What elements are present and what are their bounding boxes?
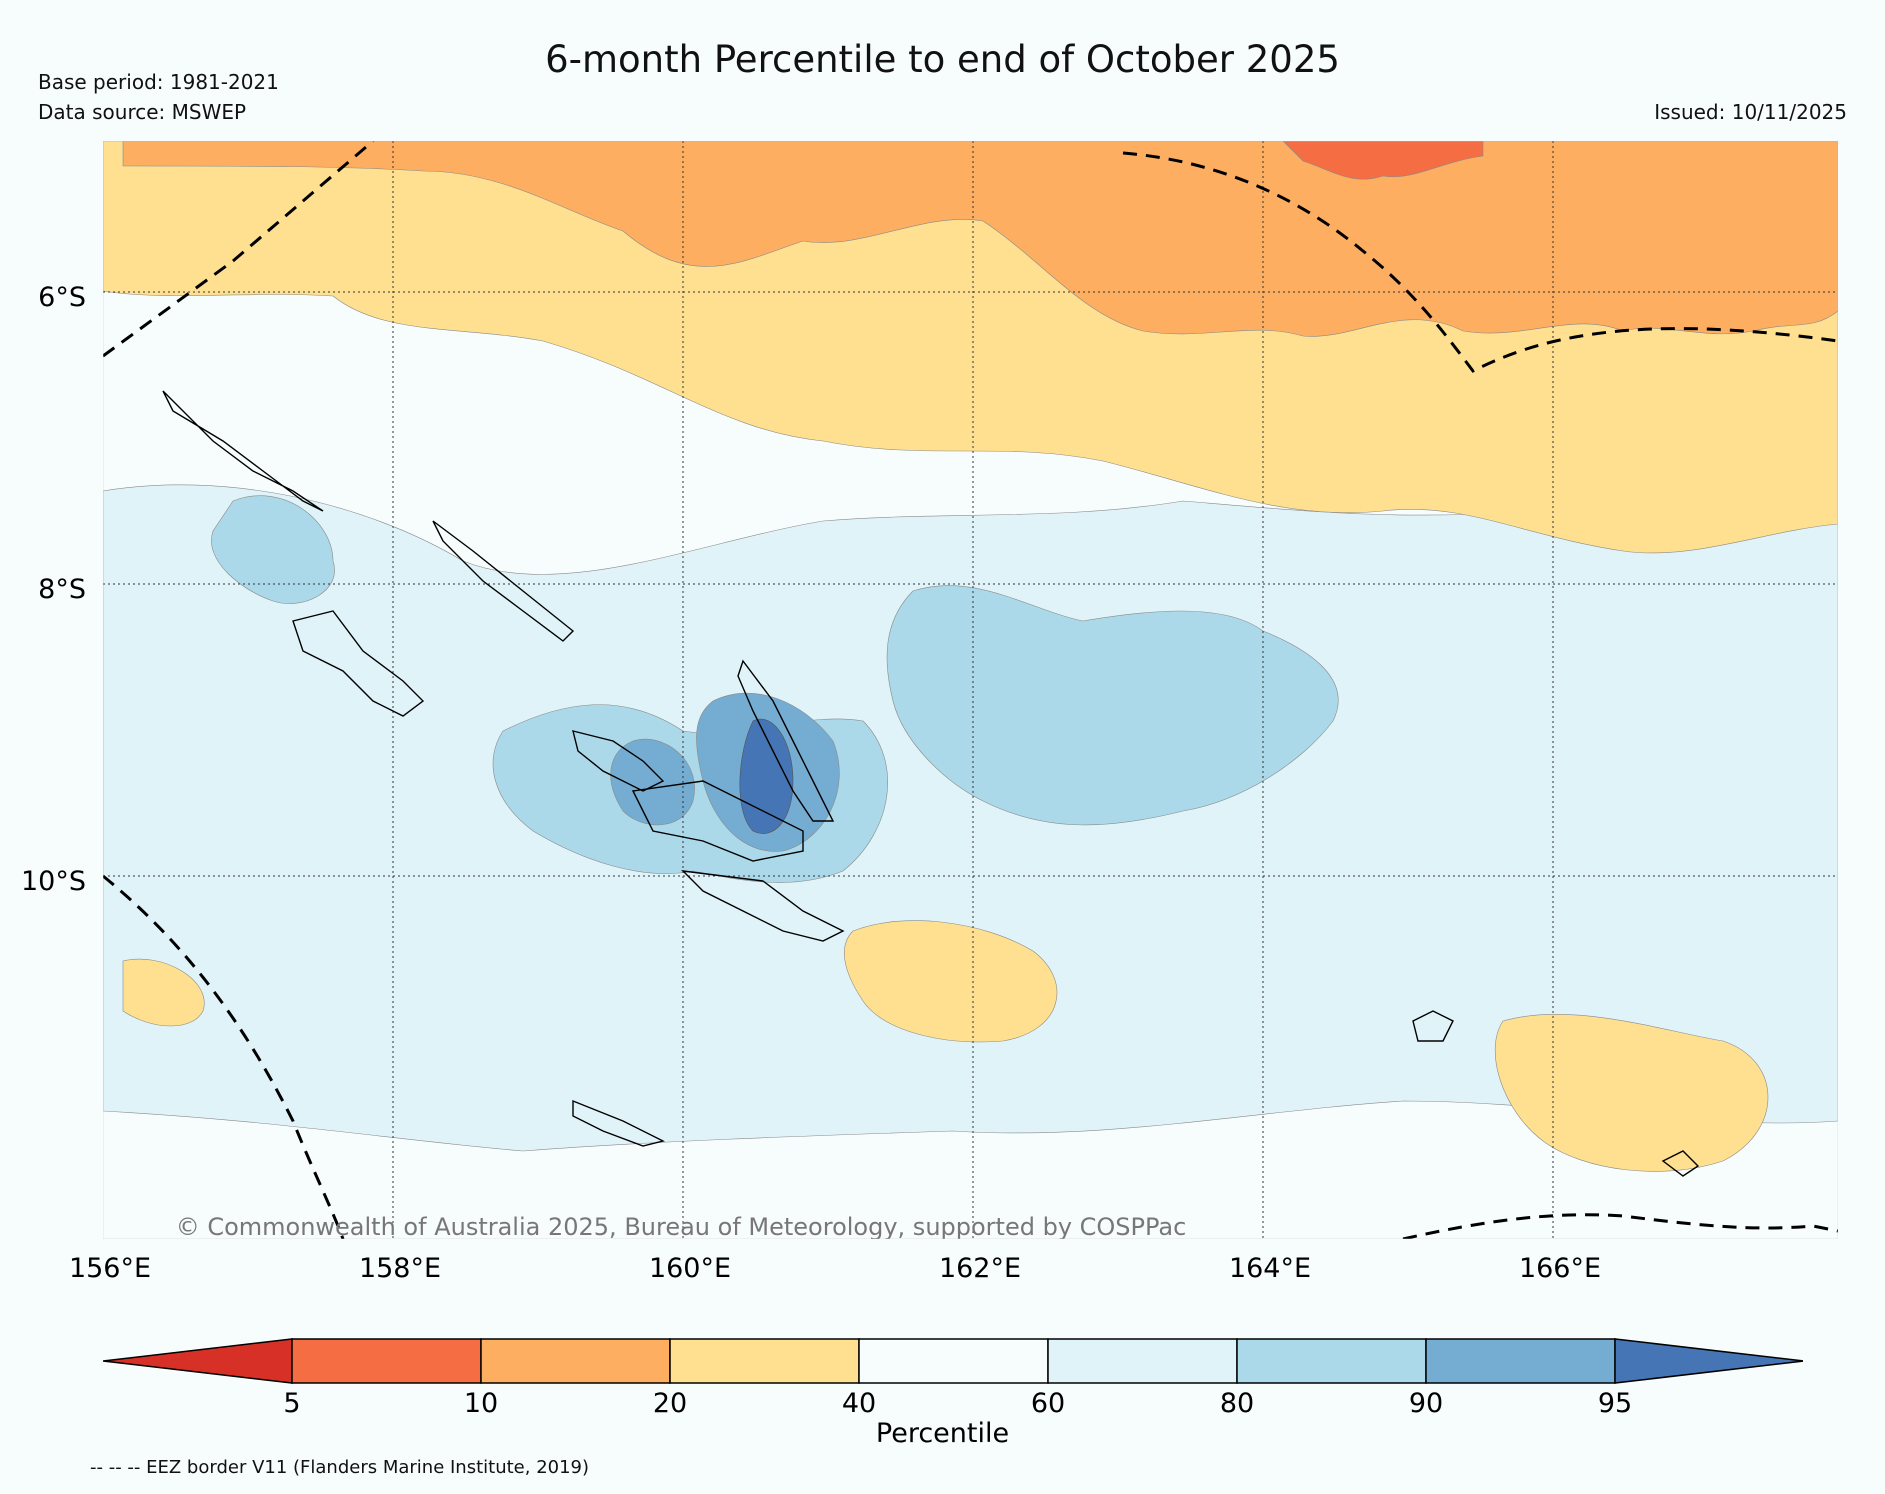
colorbar bbox=[103, 1338, 1803, 1384]
band-90-95-b bbox=[610, 738, 695, 826]
base-period: Base period: 1981-2021 bbox=[38, 70, 279, 94]
colorbar-swatch-6 bbox=[1425, 1338, 1616, 1384]
band-20-40-south-a bbox=[843, 920, 1058, 1043]
colorbar-tick-20: 20 bbox=[652, 1388, 688, 1419]
colorbar-tick-90: 90 bbox=[1408, 1388, 1444, 1419]
colorbar-swatch-3 bbox=[858, 1338, 1049, 1384]
band-20-40-south-b bbox=[1494, 1013, 1769, 1172]
lon-label-156e: 156°E bbox=[68, 1253, 152, 1284]
colorbar-tick-40: 40 bbox=[841, 1388, 877, 1419]
colorbar-tick-10: 10 bbox=[463, 1388, 499, 1419]
colorbar-swatch-0 bbox=[291, 1338, 482, 1384]
colorbar-swatch-above-95 bbox=[1614, 1338, 1803, 1384]
lon-label-158e: 158°E bbox=[358, 1253, 442, 1284]
percentile-map: © Commonwealth of Australia 2025, Bureau… bbox=[103, 141, 1838, 1239]
lon-label-164e: 164°E bbox=[1228, 1253, 1312, 1284]
issued-date: Issued: 10/11/2025 bbox=[1654, 100, 1847, 124]
lat-label-8s: 8°S bbox=[38, 574, 86, 605]
eez-borders bbox=[103, 141, 1838, 1239]
eez-note: -- -- -- EEZ border V11 (Flanders Marine… bbox=[90, 1457, 590, 1478]
colorbar-swatch-1 bbox=[480, 1338, 671, 1384]
lon-label-162e: 162°E bbox=[938, 1253, 1022, 1284]
lon-label-160e: 160°E bbox=[648, 1253, 732, 1284]
colorbar-swatch-below-5 bbox=[103, 1338, 293, 1384]
band-95-plus bbox=[739, 718, 794, 834]
band-20-40-south-c bbox=[122, 958, 205, 1027]
copyright-notice: © Commonwealth of Australia 2025, Bureau… bbox=[176, 1213, 1187, 1239]
band-5-10-north bbox=[1282, 141, 1484, 180]
colorbar-tick-5: 5 bbox=[283, 1388, 301, 1419]
colorbar-swatch-2 bbox=[669, 1338, 860, 1384]
map-title: 6-month Percentile to end of October 202… bbox=[545, 38, 1340, 81]
colorbar-swatch-5 bbox=[1236, 1338, 1427, 1384]
graticule bbox=[103, 141, 1838, 1239]
colorbar-swatch-4 bbox=[1047, 1338, 1238, 1384]
lat-label-10s: 10°S bbox=[21, 866, 86, 897]
lon-label-166e: 166°E bbox=[1518, 1253, 1602, 1284]
data-source: Data source: MSWEP bbox=[38, 100, 247, 124]
colorbar-tick-60: 60 bbox=[1030, 1388, 1066, 1419]
colorbar-tick-95: 95 bbox=[1597, 1388, 1633, 1419]
colorbar-label: Percentile bbox=[875, 1418, 1010, 1449]
colorbar-tick-80: 80 bbox=[1219, 1388, 1255, 1419]
coastlines bbox=[162, 390, 1700, 1177]
band-80-90-central bbox=[886, 585, 1339, 826]
lat-label-6s: 6°S bbox=[38, 282, 86, 313]
band-80-90-west bbox=[211, 495, 335, 604]
